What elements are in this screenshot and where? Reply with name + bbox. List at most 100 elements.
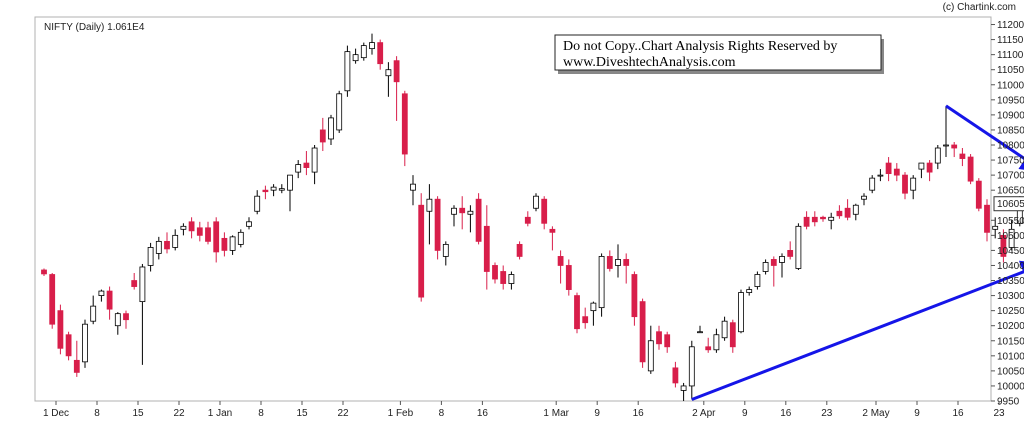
candle bbox=[803, 211, 810, 230]
trendlines-group bbox=[691, 104, 1024, 401]
candle-body bbox=[49, 274, 56, 325]
candle bbox=[459, 196, 466, 230]
y-tick-label: 11000 bbox=[997, 80, 1024, 91]
x-tick-label: 8 bbox=[439, 408, 445, 419]
candle-body bbox=[369, 42, 375, 50]
candle bbox=[623, 253, 630, 284]
candle-body bbox=[442, 243, 449, 257]
candle bbox=[672, 361, 679, 388]
candle bbox=[574, 292, 580, 334]
candle-body bbox=[336, 93, 343, 131]
candle bbox=[352, 48, 359, 64]
candle bbox=[820, 215, 826, 222]
candle bbox=[606, 250, 613, 272]
candle-body bbox=[73, 359, 80, 373]
candle-body bbox=[1000, 234, 1007, 257]
candle bbox=[328, 114, 334, 145]
candle-body bbox=[820, 216, 826, 220]
candle-body bbox=[459, 207, 466, 214]
candle-body bbox=[295, 164, 302, 173]
candle-body bbox=[885, 162, 892, 175]
candle-body bbox=[762, 262, 769, 272]
candle bbox=[393, 56, 400, 121]
candle-body bbox=[541, 198, 548, 224]
candle bbox=[155, 236, 162, 260]
candle-body bbox=[114, 313, 121, 327]
candle bbox=[811, 211, 818, 227]
x-tick-label: 15 bbox=[132, 408, 144, 419]
candle-body bbox=[508, 274, 515, 284]
candle bbox=[319, 117, 326, 152]
candle-body bbox=[377, 42, 384, 65]
candle-body bbox=[229, 236, 236, 251]
candle bbox=[738, 289, 744, 334]
candle-body bbox=[779, 256, 785, 263]
candle-body bbox=[319, 129, 326, 143]
candle-body bbox=[639, 301, 646, 363]
candle bbox=[926, 160, 933, 182]
candle bbox=[123, 310, 129, 329]
candle-body bbox=[426, 198, 433, 212]
candle-body bbox=[385, 69, 392, 77]
candle bbox=[582, 307, 589, 329]
candle bbox=[746, 286, 753, 296]
candle-body bbox=[951, 144, 958, 149]
candle bbox=[410, 175, 416, 206]
candle bbox=[90, 295, 97, 325]
y-tick-label: 10850 bbox=[997, 125, 1024, 136]
candle-body bbox=[926, 162, 933, 173]
candle-body bbox=[992, 225, 999, 230]
x-tick-label: 16 bbox=[477, 408, 489, 419]
candle bbox=[205, 221, 211, 245]
candle bbox=[164, 232, 170, 254]
candle bbox=[877, 169, 884, 182]
candle bbox=[697, 325, 703, 334]
candle bbox=[114, 312, 121, 335]
candle bbox=[303, 151, 310, 176]
candle bbox=[549, 226, 556, 251]
candle-body bbox=[475, 198, 482, 242]
candle-body bbox=[623, 259, 630, 266]
chartink-credit: (c) Chartink.com bbox=[943, 2, 1016, 13]
candle-body bbox=[246, 221, 252, 227]
candle bbox=[451, 205, 457, 227]
date-axis: 1 Dec 8 15 22 1 Jan 8 15 22 1 Feb 8 16 1 Mar 9 16 2 Ap… bbox=[43, 401, 1005, 419]
candle bbox=[360, 42, 367, 61]
candle-body bbox=[401, 93, 408, 155]
candle-body bbox=[213, 221, 220, 253]
y-tick-label: 11150 bbox=[997, 35, 1024, 46]
candle bbox=[475, 193, 482, 245]
candle bbox=[196, 221, 203, 242]
candle-body bbox=[697, 331, 703, 334]
y-tick-label: 10800 bbox=[997, 141, 1024, 152]
candle-body bbox=[328, 117, 334, 140]
y-tick-label: 11100 bbox=[997, 50, 1024, 61]
y-tick-label: 10050 bbox=[997, 366, 1024, 377]
candle-body bbox=[467, 210, 474, 215]
x-tick-label: 1 Jan bbox=[208, 408, 232, 419]
y-tick-label: 10350 bbox=[997, 276, 1024, 287]
candle bbox=[467, 205, 474, 233]
candle bbox=[975, 178, 982, 212]
x-tick-label: 9 bbox=[594, 408, 600, 419]
candle-body bbox=[57, 310, 64, 349]
candle-body bbox=[631, 274, 638, 318]
y-tick-label: 10650 bbox=[997, 186, 1024, 197]
x-tick-label: 23 bbox=[821, 408, 833, 419]
candle bbox=[779, 253, 785, 278]
candle bbox=[713, 328, 720, 353]
candle-body bbox=[492, 265, 498, 280]
candle bbox=[508, 271, 515, 290]
candle-body bbox=[672, 367, 679, 384]
candle-body bbox=[852, 204, 859, 215]
y-tick-label: 10300 bbox=[997, 291, 1024, 302]
candle bbox=[254, 190, 261, 215]
candle bbox=[49, 273, 56, 329]
candle bbox=[861, 193, 867, 206]
candle bbox=[918, 162, 925, 179]
candle bbox=[336, 90, 343, 133]
candle bbox=[426, 184, 433, 245]
candle-body bbox=[828, 216, 835, 221]
candle-body bbox=[770, 259, 777, 266]
